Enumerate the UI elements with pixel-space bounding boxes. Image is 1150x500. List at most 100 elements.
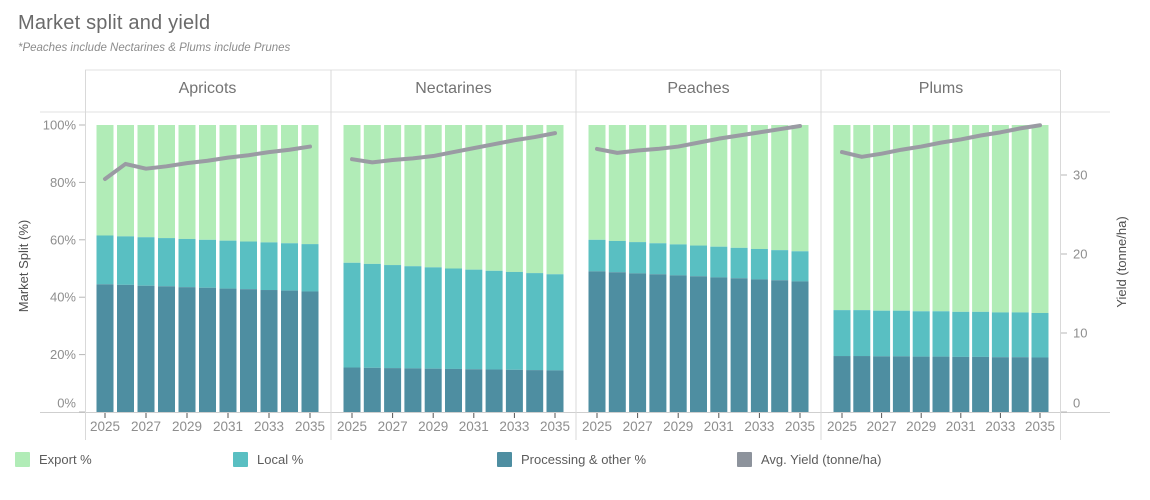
bar-segment-processing-Plums-2031[interactable] [952, 356, 970, 412]
bar-segment-local-Apricots-2029[interactable] [178, 238, 196, 288]
bar-segment-export-Apricots-2028[interactable] [158, 125, 175, 239]
bar-segment-local-Peaches-2027[interactable] [629, 242, 647, 274]
bar-segment-processing-Peaches-2032[interactable] [730, 278, 748, 412]
bar-segment-processing-Plums-2033[interactable] [991, 357, 1009, 412]
bar-segment-export-Peaches-2031[interactable] [710, 125, 728, 247]
bar-segment-processing-Peaches-2029[interactable] [669, 275, 687, 412]
bar-segment-export-Apricots-2032[interactable] [240, 125, 257, 242]
bar-segment-processing-Nectarines-2031[interactable] [465, 369, 483, 412]
bar-segment-export-Apricots-2035[interactable] [301, 125, 319, 245]
bar-segment-local-Plums-2026[interactable] [853, 310, 871, 357]
bar-segment-local-Plums-2031[interactable] [952, 311, 970, 357]
bar-segment-export-Apricots-2030[interactable] [199, 125, 216, 240]
bar-segment-export-Apricots-2029[interactable] [178, 125, 196, 239]
bar-segment-processing-Apricots-2025[interactable] [96, 284, 114, 412]
bar-segment-processing-Plums-2028[interactable] [892, 356, 910, 412]
bar-segment-processing-Plums-2026[interactable] [853, 356, 871, 412]
legend-item-local[interactable]: Local % [233, 452, 303, 467]
bar-segment-local-Peaches-2034[interactable] [771, 250, 789, 281]
bar-segment-local-Plums-2033[interactable] [991, 312, 1009, 358]
bar-segment-local-Apricots-2031[interactable] [219, 240, 237, 289]
bar-segment-processing-Apricots-2029[interactable] [178, 287, 196, 412]
bar-segment-processing-Nectarines-2026[interactable] [363, 367, 381, 412]
bar-segment-local-Nectarines-2030[interactable] [445, 268, 462, 369]
bar-segment-export-Plums-2034[interactable] [1011, 125, 1029, 313]
bar-segment-export-Apricots-2027[interactable] [137, 125, 155, 238]
bar-segment-local-Apricots-2026[interactable] [117, 236, 134, 285]
bar-segment-processing-Nectarines-2034[interactable] [526, 370, 544, 412]
bar-segment-local-Apricots-2030[interactable] [199, 239, 216, 288]
yield-line-Plums[interactable] [840, 123, 1042, 159]
bar-segment-local-Peaches-2032[interactable] [730, 247, 748, 279]
bar-segment-processing-Apricots-2033[interactable] [260, 290, 278, 412]
bar-segment-export-Nectarines-2028[interactable] [404, 125, 422, 267]
bar-segment-export-Apricots-2026[interactable] [117, 125, 134, 237]
bar-segment-export-Plums-2035[interactable] [1031, 125, 1049, 313]
bar-segment-local-Peaches-2030[interactable] [690, 245, 707, 277]
bar-segment-local-Nectarines-2027[interactable] [384, 265, 402, 369]
bar-segment-export-Nectarines-2033[interactable] [505, 125, 523, 272]
bar-segment-export-Nectarines-2035[interactable] [546, 125, 564, 275]
bar-segment-local-Nectarines-2033[interactable] [505, 271, 523, 370]
bar-segment-processing-Nectarines-2027[interactable] [384, 368, 402, 412]
bar-segment-local-Peaches-2035[interactable] [791, 251, 809, 282]
bar-segment-local-Nectarines-2031[interactable] [465, 269, 483, 370]
bar-segment-export-Plums-2026[interactable] [853, 125, 871, 311]
yield-line-Peaches[interactable] [595, 124, 802, 155]
bar-segment-local-Peaches-2031[interactable] [710, 246, 728, 278]
bar-segment-processing-Peaches-2025[interactable] [588, 271, 606, 412]
bar-segment-local-Apricots-2027[interactable] [137, 237, 155, 286]
bar-segment-local-Plums-2028[interactable] [892, 310, 910, 357]
bar-segment-processing-Peaches-2031[interactable] [710, 277, 728, 412]
bar-segment-export-Peaches-2032[interactable] [730, 125, 748, 248]
bar-segment-export-Peaches-2028[interactable] [649, 125, 667, 244]
bar-segment-export-Nectarines-2027[interactable] [384, 125, 402, 266]
bar-segment-processing-Nectarines-2035[interactable] [546, 370, 564, 412]
bar-segment-local-Plums-2027[interactable] [873, 310, 891, 357]
bar-segment-processing-Apricots-2031[interactable] [219, 288, 237, 412]
bar-segment-local-Nectarines-2032[interactable] [485, 270, 503, 370]
bar-segment-processing-Apricots-2028[interactable] [158, 286, 175, 412]
bar-segment-export-Nectarines-2029[interactable] [424, 125, 442, 268]
bar-segment-export-Peaches-2029[interactable] [669, 125, 687, 245]
bar-segment-export-Plums-2027[interactable] [873, 125, 891, 311]
legend-item-processing[interactable]: Processing & other % [497, 452, 646, 467]
bar-segment-export-Plums-2031[interactable] [952, 125, 970, 312]
bar-segment-local-Nectarines-2034[interactable] [526, 273, 544, 371]
bar-segment-processing-Nectarines-2028[interactable] [404, 368, 422, 412]
bar-segment-export-Peaches-2026[interactable] [608, 125, 626, 241]
bar-segment-processing-Peaches-2035[interactable] [791, 281, 809, 412]
yield-line-Nectarines[interactable] [350, 131, 557, 165]
legend-item-avg-yield[interactable]: Avg. Yield (tonne/ha) [737, 452, 881, 467]
bar-segment-export-Plums-2029[interactable] [912, 125, 930, 312]
bar-segment-local-Peaches-2028[interactable] [649, 243, 667, 275]
bar-segment-local-Peaches-2025[interactable] [588, 239, 606, 272]
bar-segment-local-Apricots-2033[interactable] [260, 242, 278, 291]
legend-item-export[interactable]: Export % [15, 452, 92, 467]
bar-segment-export-Peaches-2030[interactable] [690, 125, 707, 246]
bar-segment-export-Peaches-2033[interactable] [750, 125, 768, 249]
bar-segment-processing-Plums-2025[interactable] [833, 356, 851, 412]
bar-segment-processing-Plums-2030[interactable] [932, 356, 950, 412]
bar-segment-export-Nectarines-2030[interactable] [445, 125, 462, 269]
bar-segment-processing-Nectarines-2033[interactable] [505, 369, 523, 412]
bar-segment-local-Nectarines-2025[interactable] [343, 262, 361, 368]
bar-segment-export-Plums-2032[interactable] [972, 125, 990, 312]
bar-segment-processing-Peaches-2030[interactable] [690, 276, 707, 412]
bar-segment-export-Apricots-2031[interactable] [219, 125, 237, 241]
bar-segment-local-Nectarines-2035[interactable] [546, 274, 564, 371]
bar-segment-export-Peaches-2034[interactable] [771, 125, 789, 251]
bar-segment-local-Peaches-2029[interactable] [669, 244, 687, 276]
bar-segment-local-Apricots-2032[interactable] [240, 241, 257, 290]
bar-segment-local-Apricots-2035[interactable] [301, 244, 319, 292]
bar-segment-processing-Nectarines-2032[interactable] [485, 369, 503, 412]
bar-segment-processing-Peaches-2034[interactable] [771, 280, 789, 412]
bar-segment-local-Plums-2035[interactable] [1031, 312, 1049, 358]
bar-segment-processing-Plums-2034[interactable] [1011, 357, 1029, 412]
bar-segment-local-Plums-2029[interactable] [912, 311, 930, 357]
bar-segment-processing-Plums-2029[interactable] [912, 356, 930, 412]
bar-segment-export-Apricots-2034[interactable] [281, 125, 298, 244]
bar-segment-processing-Apricots-2032[interactable] [240, 289, 257, 412]
bar-segment-processing-Nectarines-2029[interactable] [424, 368, 442, 412]
bar-segment-local-Plums-2034[interactable] [1011, 312, 1029, 358]
